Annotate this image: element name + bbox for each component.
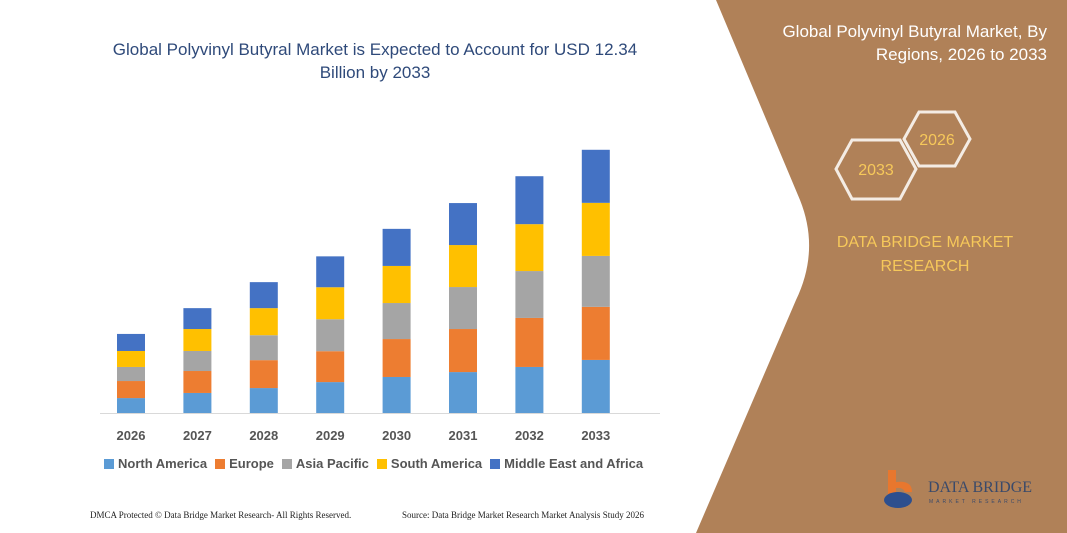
bar-segment-north-america-2030 [382, 376, 411, 413]
bar-segment-south-america-2029 [316, 287, 345, 320]
legend-label: Europe [229, 456, 274, 471]
bar-segment-middle-east-and-africa-2030 [382, 228, 411, 266]
logo-swoosh-icon [884, 492, 912, 508]
footer-source: Source: Data Bridge Market Research Mark… [402, 510, 644, 520]
logo-text: DATA BRIDGE [928, 479, 1032, 496]
logo-subtext: MARKET RESEARCH [929, 499, 1024, 505]
hex-label-2026: 2026 [919, 132, 955, 149]
bar-segment-europe-2033 [581, 306, 610, 360]
legend-swatch [215, 458, 226, 469]
bar-segment-north-america-2032 [515, 366, 544, 413]
side-panel [696, 0, 1067, 533]
bar-segment-middle-east-and-africa-2028 [249, 282, 278, 309]
bar-segment-europe-2030 [382, 339, 411, 377]
legend-swatch [376, 458, 387, 469]
bar-segment-south-america-2026 [117, 350, 145, 367]
x-tick-label: 2026 [117, 428, 146, 443]
chart-title: Global Polyvinyl Butyral Market is Expec… [112, 40, 638, 82]
bar-segment-middle-east-and-africa-2026 [117, 333, 145, 351]
legend-label: Middle East and Africa [504, 456, 644, 471]
hexagon-2026 [902, 110, 972, 168]
x-tick-label: 2032 [515, 428, 544, 443]
footer-copyright: DMCA Protected © Data Bridge Market Rese… [90, 510, 352, 520]
bar-segment-asia-pacific-2027 [183, 350, 212, 372]
x-tick-label: 2028 [249, 428, 278, 443]
legend-label: South America [390, 456, 483, 471]
bar-segment-europe-2026 [117, 381, 145, 399]
bar-segment-south-america-2031 [449, 245, 477, 288]
bar-segment-europe-2028 [249, 360, 278, 389]
bar-segment-north-america-2033 [581, 359, 610, 413]
bar-segment-north-america-2029 [316, 382, 345, 413]
bar-segment-south-america-2028 [249, 308, 278, 336]
bar-segment-asia-pacific-2028 [249, 335, 278, 361]
bar-segment-middle-east-and-africa-2032 [515, 176, 544, 225]
bar-segment-asia-pacific-2031 [449, 287, 477, 330]
legend: North America Europe Asia Pacific South … [104, 456, 643, 471]
hexagon-2033 [834, 138, 918, 201]
bar-segment-asia-pacific-2032 [515, 271, 544, 318]
x-axis-ticks: 2026 2027 2028 2029 2030 2031 2032 2033 [117, 428, 611, 443]
legend-item-north-america: North America [104, 456, 207, 471]
side-panel-title: Global Polyvinyl Butyral Market, By Regi… [782, 22, 1047, 64]
bar-segment-middle-east-and-africa-2029 [316, 256, 345, 288]
bar-segment-middle-east-and-africa-2027 [183, 308, 212, 330]
bar-segment-middle-east-and-africa-2033 [581, 149, 610, 203]
bar-segment-asia-pacific-2033 [581, 255, 610, 307]
bar-segment-north-america-2026 [117, 398, 145, 413]
logo: DATA BRIDGE MARKET RESEARCH [884, 470, 1032, 508]
x-tick-label: 2033 [581, 428, 610, 443]
legend-item-asia-pacific: Asia Pacific [281, 456, 369, 471]
bar-segment-middle-east-and-africa-2031 [449, 203, 477, 246]
bar-segment-north-america-2028 [249, 388, 278, 413]
bar-segment-europe-2027 [183, 371, 212, 393]
bar-segment-europe-2032 [515, 317, 544, 367]
bar-segment-asia-pacific-2030 [382, 303, 411, 340]
hex-label-2033: 2033 [858, 162, 894, 179]
bar-segment-europe-2029 [316, 351, 345, 383]
bar-segment-south-america-2030 [382, 265, 411, 304]
bar-segment-south-america-2027 [183, 329, 212, 351]
legend-label: Asia Pacific [295, 456, 369, 471]
brand-name: DATA BRIDGE MARKET RESEARCH [836, 234, 1014, 275]
bar-segment-europe-2031 [449, 329, 477, 373]
legend-label: North America [118, 456, 208, 471]
bar-segment-north-america-2027 [183, 392, 212, 413]
x-tick-label: 2027 [183, 428, 212, 443]
bar-segment-north-america-2031 [449, 372, 477, 413]
x-tick-label: 2029 [316, 428, 345, 443]
logo-b-icon [888, 470, 912, 494]
legend-swatch [281, 458, 292, 469]
bar-segment-asia-pacific-2026 [117, 366, 145, 382]
x-tick-label: 2031 [449, 428, 478, 443]
x-tick-label: 2030 [382, 428, 411, 443]
bar-segment-asia-pacific-2029 [316, 319, 345, 352]
legend-swatch [490, 458, 501, 469]
bar-segment-south-america-2032 [515, 224, 544, 272]
legend-swatch [104, 458, 114, 469]
legend-item-europe: Europe [215, 456, 274, 471]
bar-segment-south-america-2033 [581, 202, 610, 256]
legend-item-south-america: South America [376, 456, 483, 471]
chart-bars [117, 149, 610, 413]
legend-item-middle-east-africa: Middle East and Africa [490, 456, 643, 471]
